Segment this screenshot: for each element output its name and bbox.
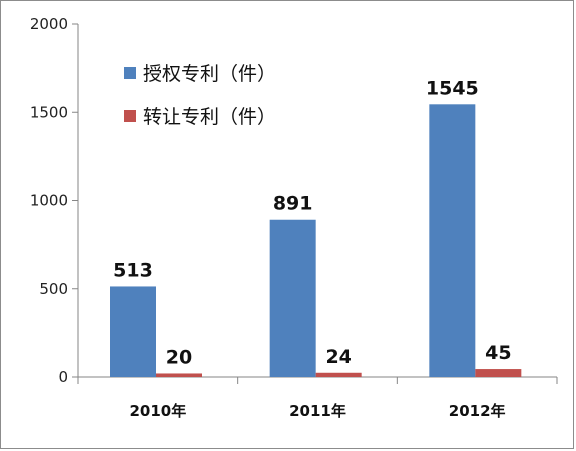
x-category-label: 2010年 [129,402,186,420]
legend: 授权专利（件） 转让专利（件） [124,63,276,128]
legend-label: 转让专利（件） [143,106,276,128]
y-tick-label: 0 [58,368,68,386]
bars [110,104,522,378]
bar [156,373,202,377]
legend-label: 授权专利（件） [143,63,276,85]
data-label: 24 [325,346,351,368]
data-label: 513 [113,259,153,281]
y-tick-label: 500 [39,280,68,298]
data-label: 1545 [426,77,479,99]
data-label: 20 [166,346,192,368]
y-axis-ticks: 0 500 1000 1500 2000 [30,15,78,386]
x-category-label: 2012年 [449,402,506,420]
legend-swatch [124,67,136,79]
x-category-label: 2011年 [289,402,346,420]
bar [429,104,476,378]
bar [475,369,522,377]
bar [269,219,316,377]
y-tick-label: 1500 [30,103,68,121]
y-tick-label: 2000 [30,15,68,33]
legend-swatch [124,110,136,122]
bar [315,372,362,377]
data-label: 45 [485,342,511,364]
y-tick-label: 1000 [30,192,68,210]
x-axis-categories: 2010年 2011年 2012年 [77,377,558,420]
data-label: 891 [273,193,313,215]
data-labels: 513 20 891 24 1545 45 [113,77,511,368]
bar [110,286,156,377]
